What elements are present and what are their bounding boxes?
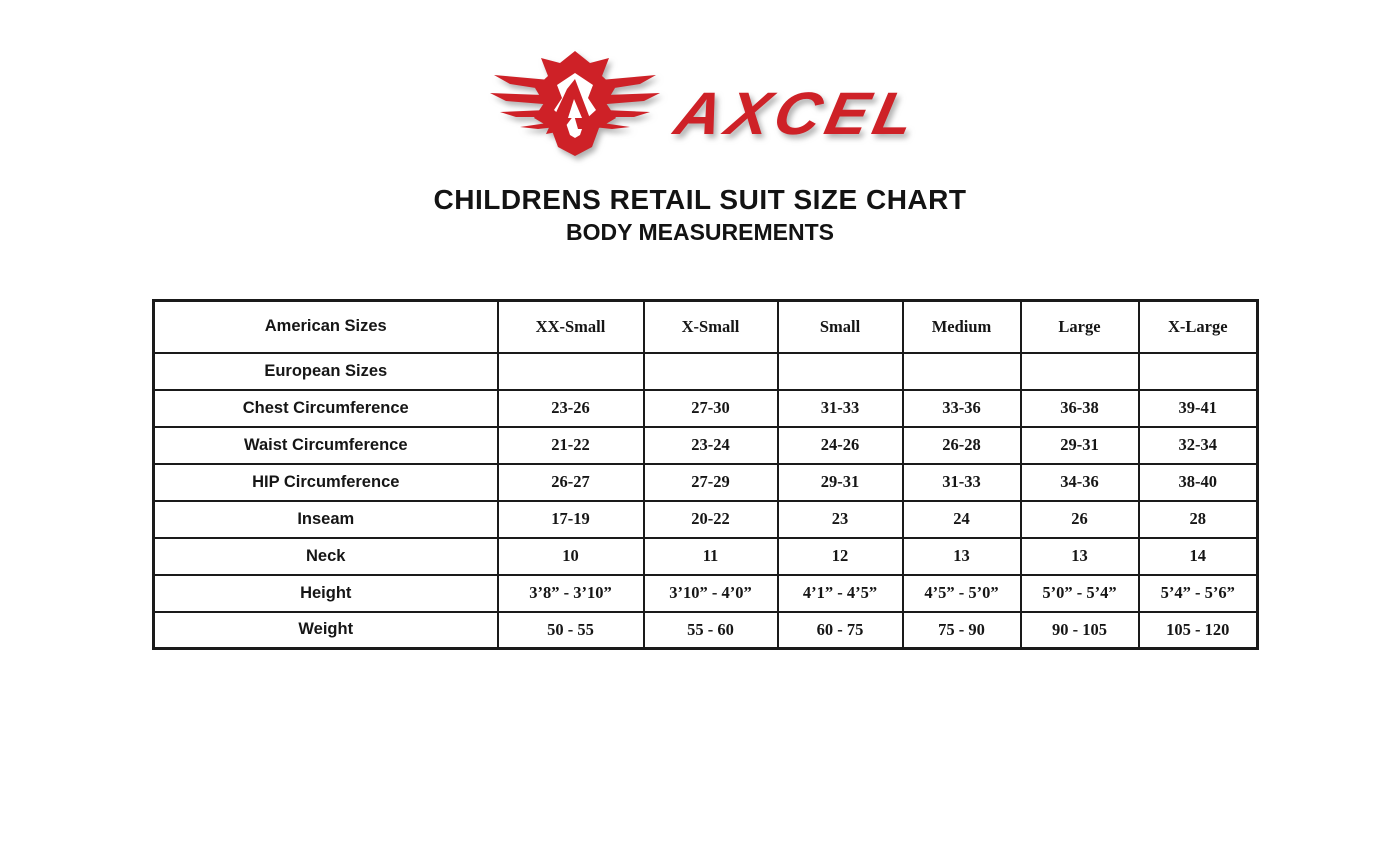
value-cell: 38-40	[1137, 462, 1259, 502]
value-cell: 33-36	[901, 388, 1022, 428]
value-cell: 23	[776, 499, 904, 539]
value-cell: 24	[901, 499, 1022, 539]
crest-letter-a-counter	[568, 99, 582, 118]
value-cell: 27-29	[642, 462, 779, 502]
table-row: HIP Circumference 26-27 27-29 29-31 31-33 34-…	[152, 462, 1259, 502]
value-cell: 75 - 90	[901, 610, 1022, 650]
row-label: Height	[152, 573, 499, 613]
brand-wordmark: AXCEL	[667, 80, 910, 147]
value-cell	[1137, 351, 1259, 391]
value-cell: 3’10” - 4’0”	[642, 573, 779, 613]
value-cell: 36-38	[1019, 388, 1140, 428]
value-cell: 12	[776, 536, 904, 576]
value-cell: 13	[901, 536, 1022, 576]
value-cell: 4’5” - 5’0”	[901, 573, 1022, 613]
value-cell: 5’0” - 5’4”	[1019, 573, 1140, 613]
row-label: HIP Circumference	[152, 462, 499, 502]
value-cell: 26-27	[496, 462, 645, 502]
value-cell	[1019, 351, 1140, 391]
value-cell: 20-22	[642, 499, 779, 539]
value-cell: 3’8” - 3’10”	[496, 573, 645, 613]
value-cell: 105 - 120	[1137, 610, 1259, 650]
value-cell: 28	[1137, 499, 1259, 539]
value-cell: 31-33	[901, 462, 1022, 502]
value-cell: 4’1” - 4’5”	[776, 573, 904, 613]
header-size-cell: Small	[776, 299, 904, 354]
size-table-body: European Sizes Chest Circumference 23-26 27…	[152, 351, 1259, 650]
value-cell	[496, 351, 645, 391]
row-label: Inseam	[152, 499, 499, 539]
value-cell: 39-41	[1137, 388, 1259, 428]
row-label: Weight	[152, 610, 499, 650]
value-cell: 26-28	[901, 425, 1022, 465]
header-size-cell: Medium	[901, 299, 1022, 354]
value-cell: 50 - 55	[496, 610, 645, 650]
axcel-logo-graphic: AXCEL	[490, 51, 925, 156]
value-cell: 11	[642, 536, 779, 576]
value-cell: 24-26	[776, 425, 904, 465]
value-cell: 34-36	[1019, 462, 1140, 502]
header-size-cell: XX-Small	[496, 299, 645, 354]
header-size-cell: X-Large	[1137, 299, 1259, 354]
row-label: Neck	[152, 536, 499, 576]
table-row: Chest Circumference 23-26 27-30 31-33 33-36 3…	[152, 388, 1259, 428]
crest-letter-a	[546, 79, 594, 134]
value-cell: 13	[1019, 536, 1140, 576]
row-label: European Sizes	[152, 351, 499, 391]
row-label: Chest Circumference	[152, 388, 499, 428]
header-row: American Sizes XX-Small X-Small Small Mediu…	[152, 299, 1259, 354]
table-row: Waist Circumference 21-22 23-24 24-26 26-28 2…	[152, 425, 1259, 465]
axcel-logo: AXCEL	[490, 48, 925, 160]
value-cell: 21-22	[496, 425, 645, 465]
page-subtitle: BODY MEASUREMENTS	[566, 219, 834, 245]
value-cell: 29-31	[776, 462, 904, 502]
title-block: CHILDRENS RETAIL SUIT SIZE CHART BODY ME…	[0, 184, 1400, 246]
table-row: Weight 50 - 55 55 - 60 60 - 75 75 - 90 90 - 1…	[152, 610, 1259, 650]
row-label: Waist Circumference	[152, 425, 499, 465]
value-cell	[776, 351, 904, 391]
table-row: Inseam 17-19 20-22 23 24 26 28	[152, 499, 1259, 539]
value-cell: 17-19	[496, 499, 645, 539]
header-size-cell: Large	[1019, 299, 1140, 354]
value-cell: 60 - 75	[776, 610, 904, 650]
header-american-sizes: American Sizes	[152, 299, 499, 354]
value-cell: 90 - 105	[1019, 610, 1140, 650]
value-cell: 55 - 60	[642, 610, 779, 650]
value-cell: 23-26	[496, 388, 645, 428]
value-cell: 31-33	[776, 388, 904, 428]
value-cell: 23-24	[642, 425, 779, 465]
value-cell	[642, 351, 779, 391]
header-size-cell: X-Small	[642, 299, 779, 354]
value-cell: 5’4” - 5’6”	[1137, 573, 1259, 613]
page-title: CHILDRENS RETAIL SUIT SIZE CHART	[433, 184, 967, 215]
table-row: Neck 10 11 12 13 13 14	[152, 536, 1259, 576]
value-cell: 32-34	[1137, 425, 1259, 465]
value-cell: 14	[1137, 536, 1259, 576]
size-chart-table: American Sizes XX-Small X-Small Small Mediu…	[152, 299, 1259, 650]
value-cell: 29-31	[1019, 425, 1140, 465]
table-row: Height 3’8” - 3’10” 3’10” - 4’0” 4’1” - 4’5…	[152, 573, 1259, 613]
value-cell: 10	[496, 536, 645, 576]
value-cell	[901, 351, 1022, 391]
value-cell: 27-30	[642, 388, 779, 428]
value-cell: 26	[1019, 499, 1140, 539]
table-row: European Sizes	[152, 351, 1259, 391]
